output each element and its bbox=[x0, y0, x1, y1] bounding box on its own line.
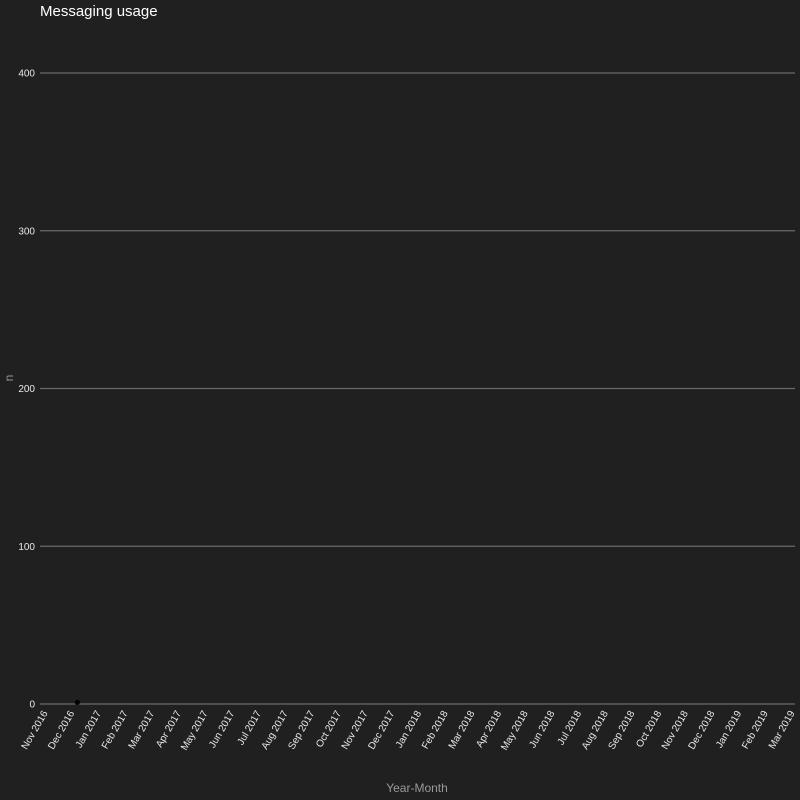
x-tick-label: Oct 2017 bbox=[314, 709, 344, 750]
y-tick-label: 200 bbox=[18, 384, 35, 395]
x-tick-label: Mar 2019 bbox=[767, 709, 798, 751]
data-point bbox=[74, 699, 80, 705]
x-tick-label: Mar 2017 bbox=[127, 709, 158, 751]
y-tick-label: 100 bbox=[18, 542, 35, 553]
x-tick-label: May 2018 bbox=[499, 709, 531, 753]
y-tick-label: 300 bbox=[18, 226, 35, 237]
x-tick-label: May 2017 bbox=[179, 709, 211, 753]
x-tick-label: Sep 2017 bbox=[286, 709, 317, 752]
x-tick-label: Oct 2018 bbox=[634, 709, 664, 750]
x-tick-label: Jul 2017 bbox=[236, 709, 265, 748]
x-tick-label: Jun 2017 bbox=[207, 709, 237, 751]
grid-lines bbox=[40, 72, 795, 705]
x-tick-label: Jul 2018 bbox=[556, 709, 585, 748]
x-tick-label: Mar 2018 bbox=[447, 709, 478, 751]
x-tick-label: Jun 2018 bbox=[527, 709, 557, 751]
y-axis-title: n bbox=[2, 375, 16, 382]
data-points bbox=[74, 699, 80, 705]
y-tick-label: 0 bbox=[29, 700, 35, 711]
x-tick-label: Jan 2018 bbox=[394, 709, 424, 751]
x-tick-label: Apr 2018 bbox=[474, 709, 504, 750]
x-axis-title: Year-Month bbox=[386, 781, 448, 795]
x-tick-label: Sep 2018 bbox=[607, 709, 638, 752]
y-tick-label: 400 bbox=[18, 69, 35, 80]
chart-title: Messaging usage bbox=[40, 3, 158, 20]
x-tick-label: Jan 2019 bbox=[714, 709, 744, 751]
y-axis-ticks: 0 100 200 300 400 bbox=[18, 69, 35, 711]
x-tick-label: Apr 2017 bbox=[154, 709, 184, 750]
x-tick-label: Jan 2017 bbox=[74, 709, 104, 751]
